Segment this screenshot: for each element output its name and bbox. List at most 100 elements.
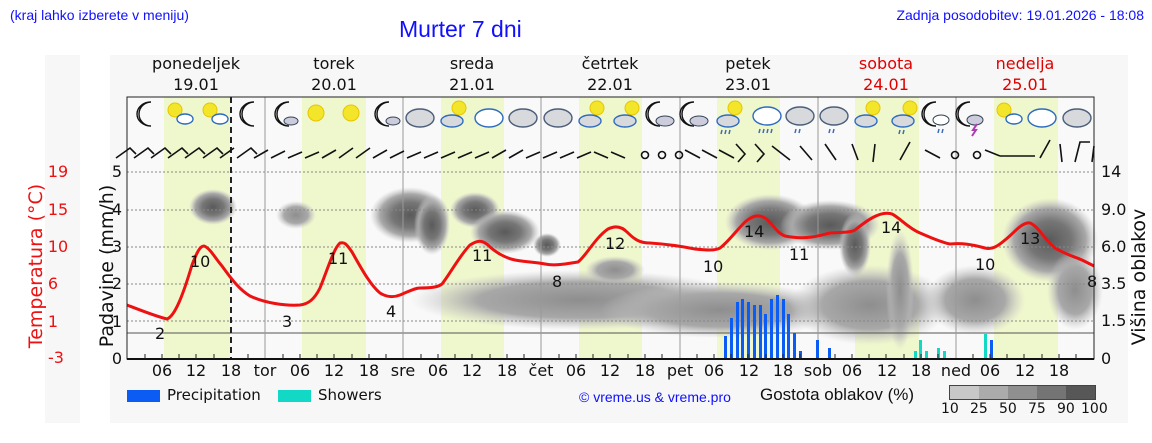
moon-cloud-thunder-icon xyxy=(955,101,984,137)
sun-cloud-icon xyxy=(854,100,881,128)
x-tick-label: 06 xyxy=(979,361,1001,380)
x-tick-label: ned xyxy=(940,361,972,380)
day-label: petek 23.01 xyxy=(725,54,771,94)
temperature-tick: 15 xyxy=(47,200,69,219)
x-tick-label: 18 xyxy=(772,361,794,380)
sun-cloud-icon xyxy=(202,102,229,125)
density-swatch xyxy=(1037,386,1066,399)
x-tick-label: sob xyxy=(803,361,833,380)
x-tick-label: 18 xyxy=(1048,361,1070,380)
precipitation-tick: 2 xyxy=(111,274,122,293)
day-label: sreda 21.01 xyxy=(449,54,495,94)
cloud-height-tick: 9.0 xyxy=(1101,200,1127,219)
temperature-axis-panel xyxy=(45,55,80,423)
credit-link[interactable]: © vreme.us & vreme.pro xyxy=(579,389,731,405)
day-label: nedelja 25.01 xyxy=(995,54,1055,94)
moon-cloud-rain-icon xyxy=(921,101,950,134)
cloud-density-title: Gostota oblakov (%) xyxy=(760,385,915,404)
sun-cloud-rain-icon xyxy=(891,100,918,135)
svg-text:3: 3 xyxy=(282,312,292,331)
day-label: sobota 24.01 xyxy=(858,54,914,94)
page-title: Murter 7 dni xyxy=(399,16,522,42)
svg-text:11: 11 xyxy=(789,245,809,264)
moon-cloud-icon xyxy=(274,101,299,127)
cloud-height-tick: 0 xyxy=(1101,349,1112,368)
sun-cloud-icon xyxy=(167,102,194,125)
cloud-height-tick: 3.5 xyxy=(1101,274,1127,293)
temperature-tick: 1 xyxy=(47,312,59,331)
wind-barbs xyxy=(115,139,1095,163)
x-tick-label: pet xyxy=(666,361,694,380)
last-update: Zadnja posodobitev: 19.01.2026 - 18:08 xyxy=(896,7,1144,23)
svg-text:11: 11 xyxy=(328,249,348,268)
x-tick-label: 18 xyxy=(496,361,518,380)
density-swatch xyxy=(1066,386,1095,399)
x-tick-label: čet xyxy=(528,361,554,380)
x-tick-label: 06 xyxy=(151,361,173,380)
svg-text:10: 10 xyxy=(975,255,995,274)
showers-bars xyxy=(914,334,987,359)
svg-text:14: 14 xyxy=(744,222,764,241)
sun-cloud-rain-icon xyxy=(716,100,743,135)
day-boundaries xyxy=(264,97,957,359)
showers-legend-label: Showers xyxy=(318,386,382,404)
showers-swatch xyxy=(278,390,311,402)
cloud-rain-icon xyxy=(785,106,815,134)
svg-text:10: 10 xyxy=(190,252,210,271)
temperature-tick: 19 xyxy=(47,162,69,181)
sun-icon xyxy=(342,104,360,122)
x-tick-label: 06 xyxy=(289,361,311,380)
svg-text:11: 11 xyxy=(472,246,492,265)
cloud-rain-icon xyxy=(752,106,782,134)
x-tick-label: 12 xyxy=(599,361,621,380)
precipitation-tick: 0 xyxy=(111,349,122,368)
x-tick-label: 06 xyxy=(427,361,449,380)
temperature-value-labels: 2 10 3 11 4 11 8 12 10 14 11 14 10 13 8 xyxy=(155,218,1097,343)
x-tick-label: 06 xyxy=(565,361,587,380)
svg-text:13: 13 xyxy=(1020,229,1040,248)
x-tick-label: 18 xyxy=(220,361,242,380)
day-label: torek 20.01 xyxy=(311,54,357,94)
moon-cloud-icon xyxy=(679,101,709,127)
density-scale-label: 90 xyxy=(1057,401,1075,417)
day-label: ponedeljek 19.01 xyxy=(152,54,240,94)
cloudy-icon xyxy=(474,108,504,128)
x-tick-label: 06 xyxy=(841,361,863,380)
x-tick-label: 12 xyxy=(323,361,345,380)
density-scale-label: 10 xyxy=(941,401,959,417)
x-tick-label: 12 xyxy=(1014,361,1036,380)
moon-icon xyxy=(136,101,152,127)
temperature-tick: -3 xyxy=(48,348,64,367)
svg-text:4: 4 xyxy=(386,302,396,321)
x-tick-label: 12 xyxy=(738,361,760,380)
density-scale-label: 100 xyxy=(1081,401,1108,417)
cloud-height-tick: 1.5 xyxy=(1101,311,1127,330)
precipitation-tick: 1 xyxy=(111,312,122,331)
moon-cloud-icon xyxy=(645,101,675,127)
precipitation-tick: 3 xyxy=(111,237,122,256)
x-tick-label: 18 xyxy=(358,361,380,380)
svg-text:12: 12 xyxy=(605,234,625,253)
temperature-tick: 10 xyxy=(47,237,69,256)
x-tick-label: 18 xyxy=(634,361,656,380)
sun-icon xyxy=(307,104,325,122)
cloudy-icon xyxy=(1062,108,1092,128)
x-tick-label: 12 xyxy=(185,361,207,380)
svg-text:8: 8 xyxy=(552,272,562,291)
density-scale-label: 75 xyxy=(1028,401,1046,417)
density-scale-label: 25 xyxy=(970,401,988,417)
cloud-height-tick: 6.0 xyxy=(1101,237,1127,256)
sun-cloud-icon xyxy=(613,100,640,128)
location-hint: (kraj lahko izberete v meniju) xyxy=(10,7,189,23)
x-tick-label: 12 xyxy=(461,361,483,380)
sun-cloud-icon xyxy=(440,100,467,128)
density-swatch xyxy=(979,386,1008,399)
cloud-rain-icon xyxy=(819,106,849,134)
precipitation-swatch xyxy=(127,390,160,402)
horizontal-gridlines xyxy=(127,171,1094,322)
svg-text:2: 2 xyxy=(155,324,165,343)
sun-cloud-icon xyxy=(578,100,605,128)
density-swatch xyxy=(1008,386,1037,399)
day-label: četrtek 22.01 xyxy=(581,54,639,94)
